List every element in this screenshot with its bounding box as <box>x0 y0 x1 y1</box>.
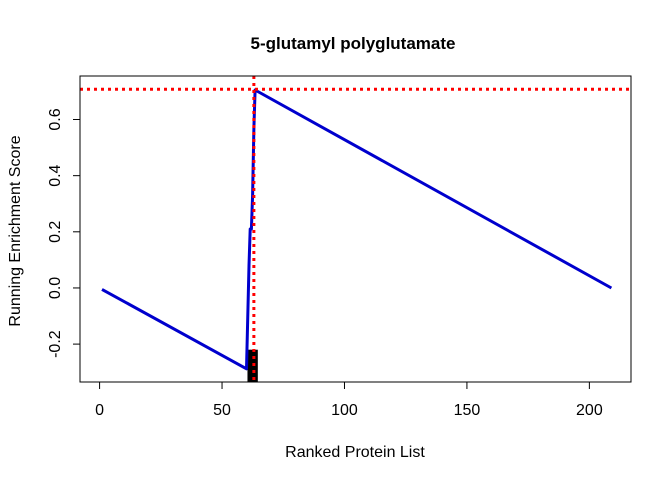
y-tick-label: 0.2 <box>47 221 64 243</box>
y-tick-label: 0.4 <box>47 164 64 186</box>
enrichment-curve-line <box>101 88 613 371</box>
x-tick-label: 200 <box>576 402 603 419</box>
chart-title: 5-glutamyl polyglutamate <box>251 34 456 53</box>
y-tick-label: 0.0 <box>47 277 64 299</box>
x-tick-label: 0 <box>95 402 104 419</box>
plot-area <box>80 76 631 382</box>
x-tick-label: 50 <box>213 402 231 419</box>
x-tick-label: 150 <box>454 402 481 419</box>
x-tick-label: 100 <box>331 402 358 419</box>
x-axis-label: Ranked Protein List <box>285 444 425 461</box>
y-axis-label: Running Enrichment Score <box>7 135 24 326</box>
y-tick-label: -0.2 <box>47 330 64 358</box>
plot-frame <box>79 75 632 383</box>
y-tick-label: 0.6 <box>47 108 64 130</box>
x-axis: 0 50 100 150 200 <box>95 381 603 419</box>
y-axis: -0.2 0.0 0.2 0.4 0.6 <box>47 108 81 358</box>
